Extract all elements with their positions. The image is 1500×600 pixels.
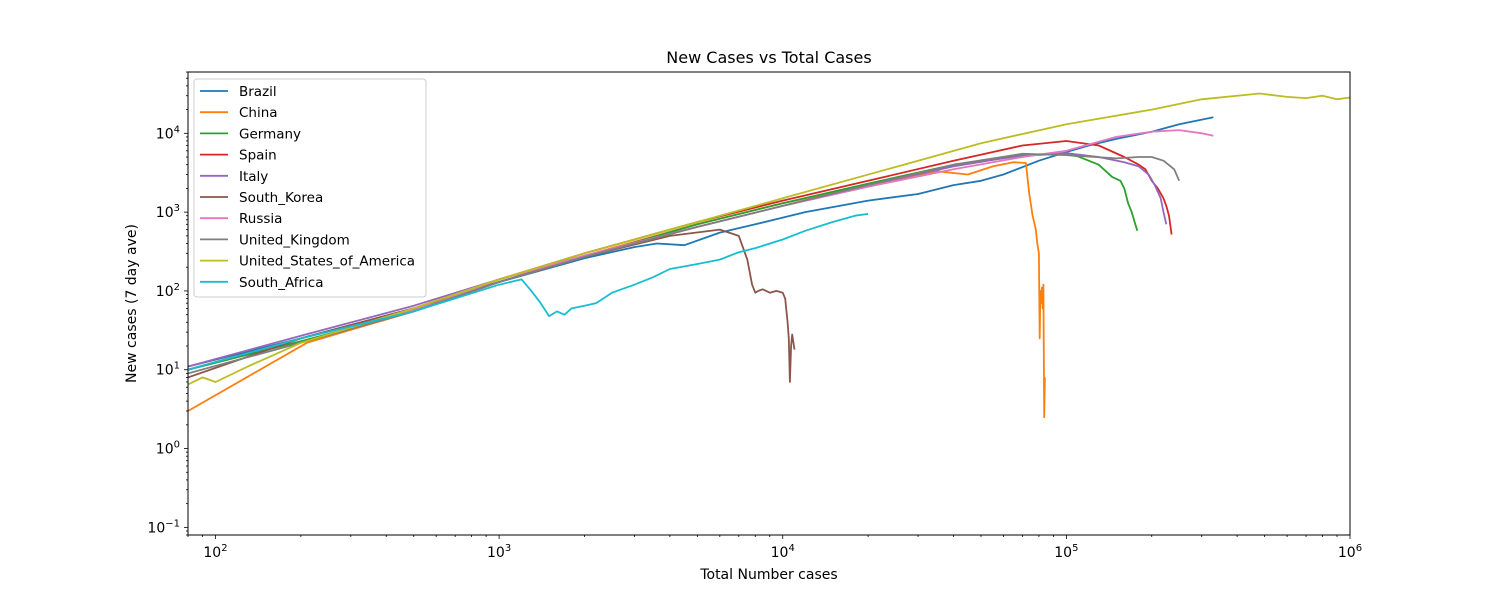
legend: Brazil China Germany Spain Italy South_Korea R… xyxy=(193,78,427,298)
y-tick-label: 101 xyxy=(156,361,180,379)
chart-title: New Cases vs Total Cases xyxy=(666,48,871,67)
legend-entry: South_Africa xyxy=(200,275,324,291)
legend-entry: Italy xyxy=(200,169,268,185)
series-line-united-states-of-america xyxy=(188,92,1350,386)
legend-label: Spain xyxy=(239,148,277,164)
legend-label: China xyxy=(239,105,278,121)
legend-label: Brazil xyxy=(239,84,277,100)
legend-entry: Brazil xyxy=(200,84,277,100)
x-tick-label: 103 xyxy=(487,543,511,561)
legend-entry: South_Korea xyxy=(200,190,323,206)
legend-entry: Russia xyxy=(200,211,282,227)
legend-label: South_Korea xyxy=(239,190,323,206)
legend-entry: United_Kingdom xyxy=(200,232,350,248)
y-tick-label: 10−1 xyxy=(147,518,180,536)
legend-label: United_States_of_America xyxy=(239,254,415,270)
legend-label: Germany xyxy=(239,126,301,142)
x-axis-label: Total Number cases xyxy=(699,567,837,583)
series-line-south-africa xyxy=(188,213,869,371)
y-axis: 10−1 100 101 102 103 104 xyxy=(147,71,188,536)
x-axis: 102 103 104 105 106 xyxy=(187,535,1362,561)
x-tick-label: 104 xyxy=(771,543,795,561)
x-tick-label: 106 xyxy=(1338,543,1362,561)
y-tick-label: 104 xyxy=(156,124,180,142)
x-tick-label: 102 xyxy=(203,543,227,561)
y-axis-label: New cases (7 day ave) xyxy=(124,224,140,383)
x-tick-label: 105 xyxy=(1054,543,1078,561)
y-tick-label: 103 xyxy=(156,203,180,221)
legend-label: Italy xyxy=(239,169,268,185)
legend-label: South_Africa xyxy=(239,275,324,291)
series-line-united-kingdom xyxy=(188,152,1181,375)
series-layer xyxy=(188,92,1350,419)
y-tick-label: 102 xyxy=(156,282,180,300)
legend-entry: Germany xyxy=(200,126,301,142)
y-tick-label: 100 xyxy=(156,440,180,458)
legend-label: United_Kingdom xyxy=(239,232,350,248)
legend-entry: China xyxy=(200,105,278,121)
legend-entry: United_States_of_America xyxy=(200,254,415,270)
legend-box xyxy=(193,78,427,298)
legend-label: Russia xyxy=(239,211,282,227)
legend-entry: Spain xyxy=(200,148,277,164)
